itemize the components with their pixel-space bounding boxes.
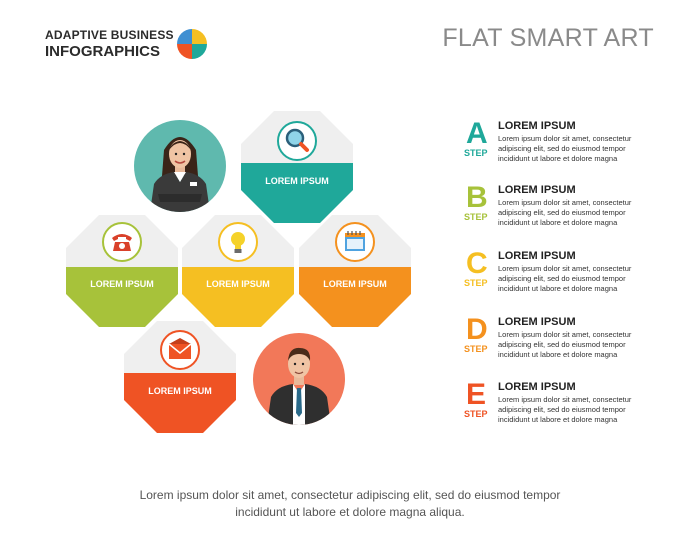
octagon-block-lightbulb: LOREM IPSUM — [182, 215, 294, 327]
step-desc-line: adipiscing elit, sed do eiusmod tempor — [498, 274, 626, 283]
step-desc-line: adipiscing elit, sed do eiusmod tempor — [498, 208, 626, 217]
step-description: Lorem ipsum dolor sit amet, consectetur … — [498, 264, 666, 294]
step-desc-line: adipiscing elit, sed do eiusmod tempor — [498, 340, 626, 349]
businessman-icon — [267, 347, 331, 425]
step-description: Lorem ipsum dolor sit amet, consectetur … — [498, 330, 666, 360]
octagon-block-magnifier: LOREM IPSUM — [241, 111, 353, 223]
lightbulb-icon — [218, 222, 258, 262]
step-description: Lorem ipsum dolor sit amet, consectetur … — [498, 395, 666, 425]
envelope-icon — [160, 330, 200, 370]
step-label: STEP — [464, 212, 488, 222]
brand: ADAPTIVE BUSINESS INFOGRAPHICS — [45, 28, 174, 60]
phone-icon — [102, 222, 142, 262]
footer-text: Lorem ipsum dolor sit amet, consectetur … — [0, 487, 700, 521]
magnifier-icon — [277, 121, 317, 161]
businesswoman-circle — [134, 120, 226, 212]
octagon-block-phone: LOREM IPSUM — [66, 215, 178, 327]
step-label: STEP — [464, 409, 488, 419]
step-desc-line: Lorem ipsum dolor sit amet, consectetur — [498, 330, 632, 339]
step-label: STEP — [464, 148, 488, 158]
step-desc-line: Lorem ipsum dolor sit amet, consectetur — [498, 198, 632, 207]
block-label-magnifier: LOREM IPSUM — [265, 176, 329, 186]
block-label-calendar: LOREM IPSUM — [323, 279, 387, 289]
footer-line-2: incididunt ut labore et dolore magna ali… — [235, 505, 465, 519]
step-desc-line: incididunt ut labore et dolore magna — [498, 284, 618, 293]
step-description: Lorem ipsum dolor sit amet, consectetur … — [498, 134, 666, 164]
step-letter: A — [466, 117, 488, 150]
step-desc-line: incididunt ut labore et dolore magna — [498, 218, 618, 227]
step-desc-line: Lorem ipsum dolor sit amet, consectetur — [498, 264, 632, 273]
step-title: LOREM IPSUM — [498, 381, 576, 393]
step-title: LOREM IPSUM — [498, 120, 576, 132]
step-title: LOREM IPSUM — [498, 184, 576, 196]
logo-segment-teal — [192, 44, 207, 59]
step-label: STEP — [464, 278, 488, 288]
step-description: Lorem ipsum dolor sit amet, consectetur … — [498, 198, 666, 228]
octagon-block-calendar: LOREM IPSUM — [299, 215, 411, 327]
businessman-circle — [253, 333, 345, 425]
step-b: B STEP LOREM IPSUM Lorem ipsum dolor sit… — [462, 181, 662, 242]
brand-line-2: INFOGRAPHICS — [45, 43, 161, 60]
step-desc-line: adipiscing elit, sed do eiusmod tempor — [498, 405, 626, 414]
step-letter: D — [466, 313, 488, 346]
step-desc-line: incididunt ut labore et dolore magna — [498, 154, 618, 163]
block-label-phone: LOREM IPSUM — [90, 279, 154, 289]
step-label: STEP — [464, 344, 488, 354]
step-d: D STEP LOREM IPSUM Lorem ipsum dolor sit… — [462, 313, 662, 374]
step-desc-line: Lorem ipsum dolor sit amet, consectetur — [498, 134, 632, 143]
step-e: E STEP LOREM IPSUM Lorem ipsum dolor sit… — [462, 378, 662, 439]
page-title: FLAT SMART ART — [442, 24, 654, 52]
step-letter: B — [466, 181, 488, 214]
logo-segment-red — [177, 44, 192, 59]
block-label-envelope: LOREM IPSUM — [148, 386, 212, 396]
pie-logo-icon — [177, 29, 207, 59]
step-a: A STEP LOREM IPSUM Lorem ipsum dolor sit… — [462, 117, 662, 178]
step-letter: E — [466, 378, 487, 411]
footer-line-1: Lorem ipsum dolor sit amet, consectetur … — [139, 488, 561, 502]
calendar-icon — [335, 222, 375, 262]
step-c: C STEP LOREM IPSUM Lorem ipsum dolor sit… — [462, 247, 662, 308]
step-desc-line: adipiscing elit, sed do eiusmod tempor — [498, 144, 626, 153]
step-desc-line: Lorem ipsum dolor sit amet, consectetur — [498, 395, 632, 404]
step-desc-line: incididunt ut labore et dolore magna — [498, 415, 618, 424]
block-label-lightbulb: LOREM IPSUM — [206, 279, 270, 289]
step-letter: C — [466, 247, 488, 280]
step-title: LOREM IPSUM — [498, 250, 576, 262]
logo-segment-blue — [177, 29, 192, 44]
octagon-block-envelope: LOREM IPSUM — [124, 321, 236, 433]
step-title: LOREM IPSUM — [498, 316, 576, 328]
logo-segment-yellow — [192, 29, 207, 44]
businesswoman-icon — [150, 137, 210, 212]
step-desc-line: incididunt ut labore et dolore magna — [498, 350, 618, 359]
brand-line-1: ADAPTIVE BUSINESS — [45, 28, 174, 42]
